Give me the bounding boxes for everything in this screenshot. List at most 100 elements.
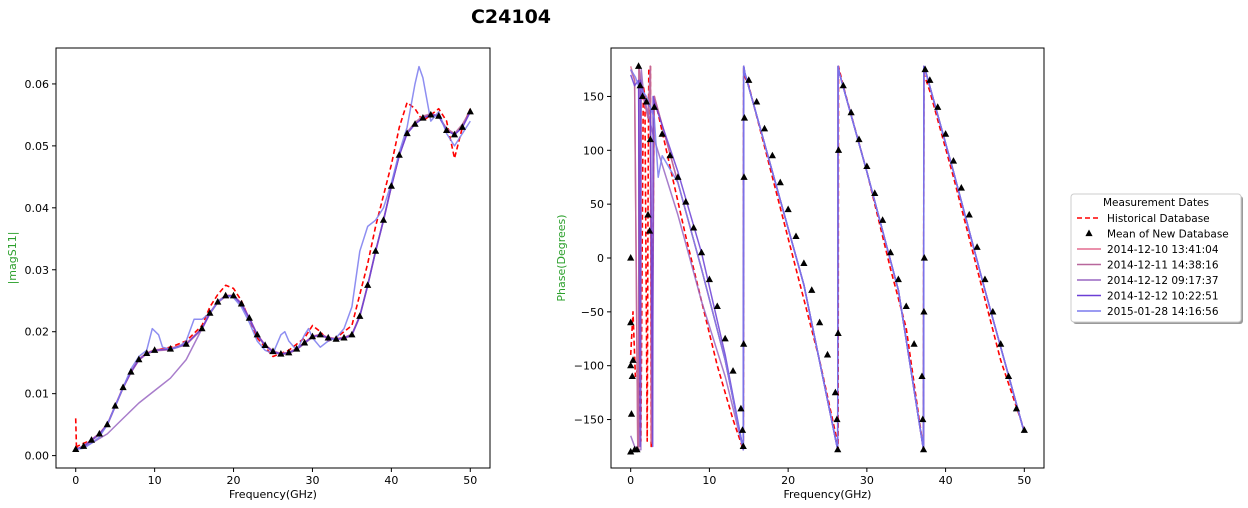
data-point <box>847 108 855 116</box>
data-point <box>823 350 832 358</box>
data-point <box>111 402 119 409</box>
y-tick-label: 0.00 <box>25 450 50 463</box>
data-point <box>737 404 745 412</box>
data-point <box>300 338 309 346</box>
legend-label: Mean of New Database <box>1107 229 1229 241</box>
y-tick-label: 0.04 <box>25 202 50 215</box>
data-point <box>834 329 842 336</box>
data-point <box>127 367 135 375</box>
x-axis-label: Frequency(GHz) <box>229 488 317 501</box>
y-tick-label: 0 <box>597 252 604 265</box>
data-point <box>863 162 871 170</box>
y-tick-label: −150 <box>574 414 604 427</box>
data-point <box>871 189 879 196</box>
x-tick-label: 0 <box>627 474 634 487</box>
data-point <box>72 445 80 453</box>
axes-frame <box>55 47 491 469</box>
y-tick-label: 50 <box>590 198 604 211</box>
data-point <box>261 341 269 348</box>
data-point <box>395 151 403 158</box>
data-point <box>316 330 324 338</box>
data-point <box>458 123 466 130</box>
data-point <box>103 420 111 428</box>
data-point <box>80 442 88 449</box>
data-point <box>910 340 918 347</box>
y-tick-label: 0.05 <box>25 140 50 153</box>
data-point <box>739 442 747 450</box>
data-point <box>833 415 841 423</box>
legend-label: Historical Database <box>1107 213 1210 225</box>
data-point <box>229 291 238 299</box>
data-point <box>834 445 842 453</box>
data-point <box>666 151 674 159</box>
data-point <box>920 307 928 315</box>
data-point <box>919 445 928 453</box>
x-axis-label: Frequency(GHz) <box>784 488 872 501</box>
data-point <box>646 135 654 143</box>
data-point <box>237 299 246 307</box>
data-point <box>166 345 175 352</box>
legend-item-2014-12-12-09-17-37: 2014-12-12 09:17:37 <box>1077 275 1219 287</box>
data-point <box>919 415 927 423</box>
y-axis-label: Phase(Degrees) <box>555 214 568 301</box>
data-point <box>419 114 427 121</box>
y-tick-label: 0.03 <box>25 264 50 277</box>
data-point <box>768 151 776 159</box>
data-point <box>364 281 372 288</box>
data-point <box>776 178 784 186</box>
x-tick-label: 10 <box>702 474 716 487</box>
data-point <box>808 286 816 293</box>
data-point <box>949 157 958 164</box>
data-point <box>636 81 644 89</box>
data-point <box>222 291 230 299</box>
data-point <box>269 347 277 355</box>
data-point <box>277 350 285 357</box>
legend-marker <box>1085 229 1093 237</box>
data-point <box>642 97 651 105</box>
legend-item-2014-12-11-14-38-16: 2014-12-11 14:38:16 <box>1077 260 1219 272</box>
data-point <box>740 114 749 121</box>
data-point <box>293 345 301 352</box>
legend-label: 2014-12-10 13:41:04 <box>1107 244 1219 256</box>
data-point <box>745 76 753 83</box>
data-point <box>834 146 843 153</box>
data-point <box>379 216 388 223</box>
x-tick-label: 10 <box>148 474 162 487</box>
legend-label: 2014-12-12 10:22:51 <box>1107 291 1219 303</box>
data-point <box>628 372 636 380</box>
data-point <box>627 410 636 417</box>
data-point <box>941 130 950 137</box>
y-tick-label: −100 <box>574 360 604 373</box>
data-point <box>253 330 261 338</box>
data-point <box>855 135 863 143</box>
legend-label: 2014-12-11 14:38:16 <box>1107 260 1219 272</box>
data-point <box>634 62 643 69</box>
data-point <box>934 103 942 110</box>
data-point <box>690 223 698 231</box>
data-point <box>839 81 847 89</box>
data-point <box>997 340 1005 347</box>
plot-area <box>72 65 474 453</box>
data-point <box>738 426 747 433</box>
data-point <box>633 445 641 453</box>
data-point <box>658 130 666 137</box>
data-point <box>119 383 127 391</box>
data-point <box>729 367 737 374</box>
data-point <box>918 372 926 380</box>
data-point <box>920 254 928 261</box>
data-point <box>902 302 910 310</box>
data-point <box>1020 426 1028 433</box>
data-point <box>214 297 222 305</box>
data-point <box>356 312 364 319</box>
data-point <box>921 65 929 73</box>
data-point <box>638 92 647 100</box>
data-point <box>705 275 714 283</box>
figure-title: C24104 <box>471 6 551 28</box>
data-point <box>721 334 729 342</box>
x-tick-label: 20 <box>227 474 241 487</box>
data-point <box>957 184 965 191</box>
data-point <box>792 232 800 240</box>
data-point <box>450 130 459 138</box>
data-point <box>697 248 706 256</box>
legend-item-2014-12-12-10-22-51: 2014-12-12 10:22:51 <box>1077 291 1219 303</box>
